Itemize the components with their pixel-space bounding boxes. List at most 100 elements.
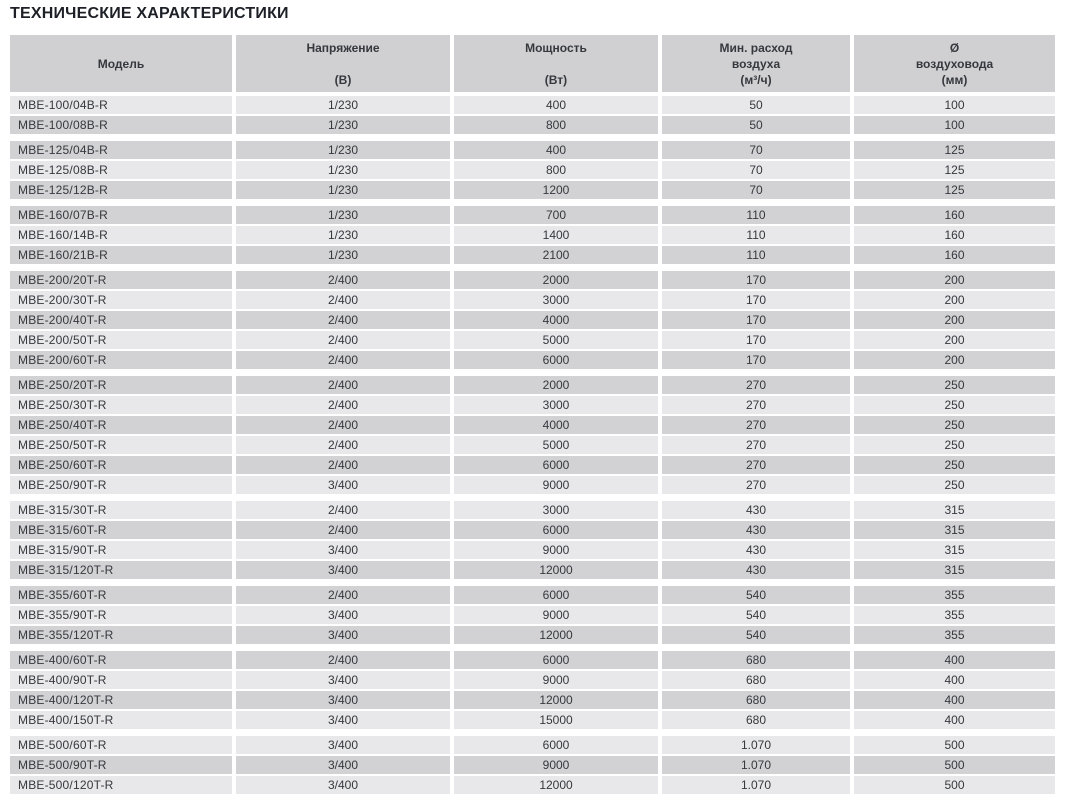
diameter-cell: 500: [854, 756, 1055, 774]
diameter-cell: 125: [854, 181, 1055, 199]
power-cell: 4000: [454, 311, 658, 329]
table-row: MBE-200/50T-R 2/400 5000 170 200: [10, 331, 1055, 349]
airflow-cell: 110: [662, 246, 850, 264]
airflow-cell: 70: [662, 141, 850, 159]
diameter-cell: 315: [854, 501, 1055, 519]
voltage-cell: 2/400: [236, 586, 450, 604]
table-row: MBE-125/04B-R 1/230 400 70 125: [10, 141, 1055, 159]
airflow-cell: 170: [662, 311, 850, 329]
airflow-cell: 430: [662, 501, 850, 519]
power-cell: 6000: [454, 651, 658, 669]
airflow-cell: 270: [662, 456, 850, 474]
power-cell: 6000: [454, 456, 658, 474]
model-cell: MBE-250/90T-R: [10, 476, 232, 494]
diameter-cell: 500: [854, 776, 1055, 794]
power-cell: 12000: [454, 776, 658, 794]
voltage-cell: 1/230: [236, 181, 450, 199]
airflow-cell: 70: [662, 181, 850, 199]
diameter-cell: 100: [854, 116, 1055, 134]
airflow-cell: 50: [662, 96, 850, 114]
header-cell-diameter: Ø воздуховода (мм): [854, 35, 1055, 92]
airflow-cell: 430: [662, 541, 850, 559]
voltage-cell: 3/400: [236, 476, 450, 494]
model-cell: MBE-100/08B-R: [10, 116, 232, 134]
model-cell: MBE-400/90T-R: [10, 671, 232, 689]
model-cell: MBE-160/14B-R: [10, 226, 232, 244]
model-group: MBE-125/04B-R 1/230 400 70 125 MBE-125/0…: [10, 141, 1055, 199]
header-cell-power: Мощность (Вт): [454, 35, 658, 92]
model-group: MBE-200/20T-R 2/400 2000 170 200 MBE-200…: [10, 271, 1055, 369]
diameter-cell: 400: [854, 711, 1055, 729]
airflow-cell: 270: [662, 476, 850, 494]
table-row: MBE-125/12B-R 1/230 1200 70 125: [10, 181, 1055, 199]
table-row: MBE-315/90T-R 3/400 9000 430 315: [10, 541, 1055, 559]
voltage-cell: 3/400: [236, 606, 450, 624]
voltage-cell: 2/400: [236, 651, 450, 669]
header-label-line2: воздуха: [731, 56, 781, 71]
model-cell: MBE-200/20T-R: [10, 271, 232, 289]
model-cell: MBE-250/30T-R: [10, 396, 232, 414]
table-row: MBE-100/04B-R 1/230 400 50 100: [10, 96, 1055, 114]
voltage-cell: 2/400: [236, 291, 450, 309]
table-header-row: Модель Напряжение (В) Мощность (Вт) Мин.…: [10, 35, 1055, 92]
model-cell: MBE-355/90T-R: [10, 606, 232, 624]
header-unit: (Вт): [544, 72, 568, 87]
power-cell: 2100: [454, 246, 658, 264]
power-cell: 2000: [454, 376, 658, 394]
voltage-cell: 2/400: [236, 351, 450, 369]
power-cell: 3000: [454, 291, 658, 309]
model-group: MBE-100/04B-R 1/230 400 50 100 MBE-100/0…: [10, 96, 1055, 134]
power-cell: 400: [454, 141, 658, 159]
diameter-cell: 355: [854, 626, 1055, 644]
diameter-cell: 200: [854, 271, 1055, 289]
voltage-cell: 3/400: [236, 776, 450, 794]
diameter-cell: 200: [854, 351, 1055, 369]
power-cell: 6000: [454, 586, 658, 604]
airflow-cell: 680: [662, 711, 850, 729]
spec-table-body: MBE-100/04B-R 1/230 400 50 100 MBE-100/0…: [10, 96, 1055, 794]
airflow-cell: 430: [662, 521, 850, 539]
voltage-cell: 3/400: [236, 711, 450, 729]
model-cell: MBE-355/60T-R: [10, 586, 232, 604]
diameter-cell: 500: [854, 736, 1055, 754]
voltage-cell: 2/400: [236, 416, 450, 434]
power-cell: 9000: [454, 476, 658, 494]
voltage-cell: 1/230: [236, 246, 450, 264]
table-row: MBE-315/120T-R 3/400 12000 430 315: [10, 561, 1055, 579]
voltage-cell: 2/400: [236, 396, 450, 414]
diameter-cell: 315: [854, 521, 1055, 539]
model-cell: MBE-315/60T-R: [10, 521, 232, 539]
diameter-cell: 125: [854, 161, 1055, 179]
airflow-cell: 50: [662, 116, 850, 134]
header-label: Мощность: [525, 40, 587, 55]
model-group: MBE-160/07B-R 1/230 700 110 160 MBE-160/…: [10, 206, 1055, 264]
table-row: MBE-250/20T-R 2/400 2000 270 250: [10, 376, 1055, 394]
power-cell: 1200: [454, 181, 658, 199]
airflow-cell: 680: [662, 671, 850, 689]
diameter-cell: 250: [854, 396, 1055, 414]
table-row: MBE-355/90T-R 3/400 9000 540 355: [10, 606, 1055, 624]
airflow-cell: 270: [662, 436, 850, 454]
airflow-cell: 680: [662, 651, 850, 669]
power-cell: 5000: [454, 331, 658, 349]
model-group: MBE-500/60T-R 3/400 6000 1.070 500 MBE-5…: [10, 736, 1055, 794]
airflow-cell: 110: [662, 226, 850, 244]
voltage-cell: 2/400: [236, 311, 450, 329]
header-label: Мин. расход: [719, 40, 793, 55]
power-cell: 1400: [454, 226, 658, 244]
voltage-cell: 3/400: [236, 691, 450, 709]
model-cell: MBE-250/20T-R: [10, 376, 232, 394]
airflow-cell: 270: [662, 396, 850, 414]
power-cell: 6000: [454, 736, 658, 754]
diameter-cell: 100: [854, 96, 1055, 114]
diameter-cell: 250: [854, 416, 1055, 434]
voltage-cell: 3/400: [236, 756, 450, 774]
table-row: MBE-250/30T-R 2/400 3000 270 250: [10, 396, 1055, 414]
diameter-cell: 315: [854, 541, 1055, 559]
model-cell: MBE-400/60T-R: [10, 651, 232, 669]
airflow-cell: 430: [662, 561, 850, 579]
table-row: MBE-100/08B-R 1/230 800 50 100: [10, 116, 1055, 134]
model-cell: MBE-200/50T-R: [10, 331, 232, 349]
diameter-cell: 125: [854, 141, 1055, 159]
voltage-cell: 2/400: [236, 376, 450, 394]
